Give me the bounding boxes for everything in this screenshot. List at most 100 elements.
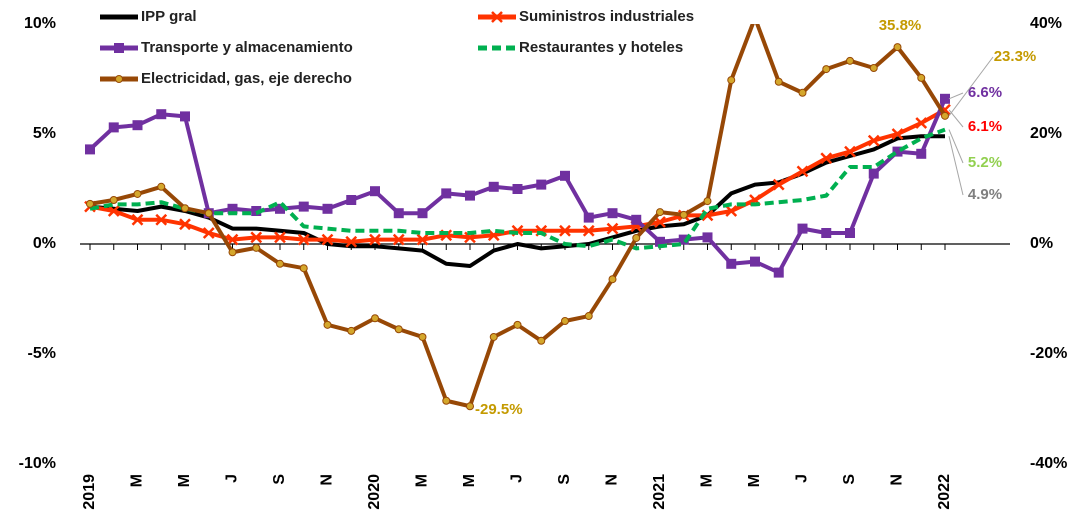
marker <box>109 196 118 204</box>
marker <box>179 218 191 231</box>
marker <box>917 73 926 82</box>
y-tick-label: 10% <box>24 15 56 32</box>
marker <box>774 77 783 86</box>
marker <box>393 208 404 219</box>
marker <box>156 109 167 120</box>
legend-label: Transporte y almacenamiento <box>141 39 353 56</box>
marker <box>750 256 760 267</box>
marker <box>679 210 688 219</box>
marker <box>536 179 547 190</box>
marker <box>513 320 522 329</box>
marker <box>297 233 310 246</box>
legend-label: IPP gral <box>141 8 197 25</box>
x-tick-label: 2021 <box>651 474 668 510</box>
marker <box>202 227 215 239</box>
y2-tick-label: -40% <box>1030 455 1067 472</box>
marker <box>608 275 617 284</box>
marker <box>916 148 927 159</box>
marker <box>107 205 120 217</box>
marker <box>323 320 332 329</box>
leader-line <box>948 136 964 196</box>
marker <box>299 264 308 273</box>
marker <box>204 209 213 218</box>
value-label: 6.1% <box>968 118 1002 135</box>
marker <box>465 190 475 201</box>
marker <box>773 267 784 278</box>
y-tick-label: -10% <box>19 455 56 472</box>
marker <box>108 122 119 133</box>
marker <box>488 181 499 192</box>
marker <box>250 231 263 244</box>
marker <box>656 208 664 217</box>
y-tick-label: -5% <box>28 345 56 362</box>
y-tick-label: 5% <box>33 125 56 142</box>
legend-marker <box>114 43 124 53</box>
y-tick-label: 0% <box>33 235 56 252</box>
marker <box>369 233 381 246</box>
x-tick-label: 2019 <box>81 474 98 510</box>
marker <box>85 144 95 155</box>
marker <box>392 233 405 246</box>
marker <box>822 65 831 74</box>
marker <box>371 314 379 323</box>
marker <box>820 152 833 165</box>
marker <box>725 205 738 217</box>
y2-tick-label: 40% <box>1030 15 1062 32</box>
marker <box>584 312 593 321</box>
marker <box>702 232 713 243</box>
x-tick-label: M <box>176 474 193 487</box>
marker <box>582 224 595 237</box>
x-tick-label: M <box>746 474 763 487</box>
marker <box>655 236 665 247</box>
marker <box>345 235 358 248</box>
marker <box>678 234 689 245</box>
series-line <box>89 127 946 251</box>
marker <box>893 43 902 52</box>
x-tick-label: J <box>794 474 811 483</box>
marker <box>441 188 452 199</box>
marker <box>274 231 286 244</box>
x-tick-label: M <box>129 474 146 487</box>
value-label: 5.2% <box>968 154 1002 171</box>
marker <box>180 111 190 122</box>
marker <box>442 396 451 405</box>
marker <box>346 195 357 205</box>
x-tick-label: N <box>889 474 906 486</box>
marker <box>489 332 498 341</box>
marker <box>941 111 949 120</box>
marker <box>752 14 759 21</box>
value-label: 6.6% <box>968 84 1002 101</box>
leader-line <box>948 56 994 117</box>
marker <box>727 76 736 85</box>
marker <box>252 243 261 252</box>
marker <box>940 93 950 104</box>
marker <box>561 317 569 325</box>
plot-area <box>84 14 951 411</box>
y2-tick-label: 20% <box>1030 125 1062 142</box>
value-label: -29.5% <box>475 401 523 418</box>
leader-line <box>948 129 964 164</box>
marker <box>845 228 855 238</box>
marker <box>892 146 903 157</box>
x-tick-label: S <box>271 474 288 485</box>
marker <box>869 64 878 72</box>
marker <box>726 258 737 269</box>
marker <box>131 213 144 226</box>
marker <box>537 336 546 345</box>
marker <box>370 186 380 197</box>
x-tick-label: J <box>509 474 526 483</box>
marker <box>583 212 594 223</box>
marker <box>298 201 309 212</box>
marker <box>155 213 168 226</box>
x-tick-label: M <box>414 474 431 487</box>
marker <box>559 224 571 237</box>
legend-marker <box>491 11 503 23</box>
marker <box>347 326 356 335</box>
value-label: 4.9% <box>968 186 1002 203</box>
marker <box>86 199 94 208</box>
marker <box>417 208 428 219</box>
x-tick-label: M <box>461 474 478 487</box>
x-tick-label: J <box>224 474 241 483</box>
marker <box>797 223 808 234</box>
